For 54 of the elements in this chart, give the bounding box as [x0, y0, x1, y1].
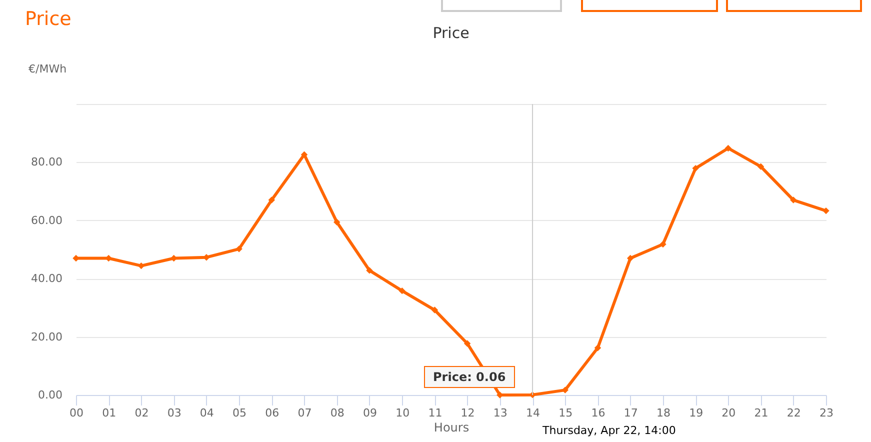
point [790, 196, 797, 204]
x-tick-label: 21 [754, 406, 768, 420]
point [594, 344, 602, 352]
point [626, 254, 634, 262]
x-tick-label: 12 [460, 406, 475, 420]
x-tick-label: 15 [558, 406, 573, 420]
x-tick-label: 02 [134, 406, 149, 420]
point [236, 246, 242, 252]
annotation: Price: 0.06 [424, 366, 515, 388]
point [692, 164, 699, 172]
x-tick-label: 22 [786, 406, 801, 420]
x-tick-label: 06 [265, 406, 280, 420]
point [300, 151, 308, 158]
x-tick-label: 23 [820, 406, 834, 420]
x-axis-title: Hours [434, 420, 470, 434]
x-tick-label: 07 [298, 406, 312, 420]
y-tick-label: 20.00 [31, 330, 62, 344]
point [724, 144, 732, 152]
x-tick-label: 10 [396, 406, 410, 420]
x-tick-label: 05 [232, 406, 247, 420]
x-tick-label: 04 [200, 406, 214, 420]
point [757, 163, 764, 170]
x-tick-label: 16 [591, 406, 606, 420]
y-tick-label: 0.00 [38, 388, 62, 402]
x-tick-label: 19 [689, 406, 704, 420]
point [431, 306, 438, 314]
y-tick-label: 60.00 [31, 214, 62, 227]
annotation: Thursday, Apr 22, 14:00 [542, 424, 676, 437]
x-tick-label: 08 [330, 406, 344, 420]
x-tick-label: 14 [526, 406, 540, 420]
x-tick-label: 00 [70, 406, 84, 420]
y-tick-label: 40.00 [31, 272, 62, 286]
x-tick-label: 20 [722, 406, 736, 420]
point [398, 287, 406, 294]
y-axis-title: €/MWh [28, 62, 67, 76]
chart-title: Price [432, 24, 470, 42]
chart-subtitle: Price [25, 8, 72, 30]
x-tick-label: 17 [624, 406, 638, 420]
x-tick-label: 09 [362, 406, 377, 420]
x-tick-label: 11 [428, 406, 442, 420]
point [138, 262, 145, 270]
point [334, 218, 340, 226]
point [822, 207, 830, 214]
point [366, 267, 373, 274]
y-tick-label: 80.00 [31, 156, 62, 169]
point [268, 196, 276, 204]
x-tick-label: 03 [167, 406, 182, 420]
point [464, 340, 471, 347]
point [660, 240, 666, 248]
x-tick-label: 13 [493, 406, 508, 420]
x-tick-label: 18 [656, 406, 670, 420]
x-tick-label: 01 [102, 406, 116, 420]
point [562, 386, 568, 394]
point [203, 254, 210, 261]
